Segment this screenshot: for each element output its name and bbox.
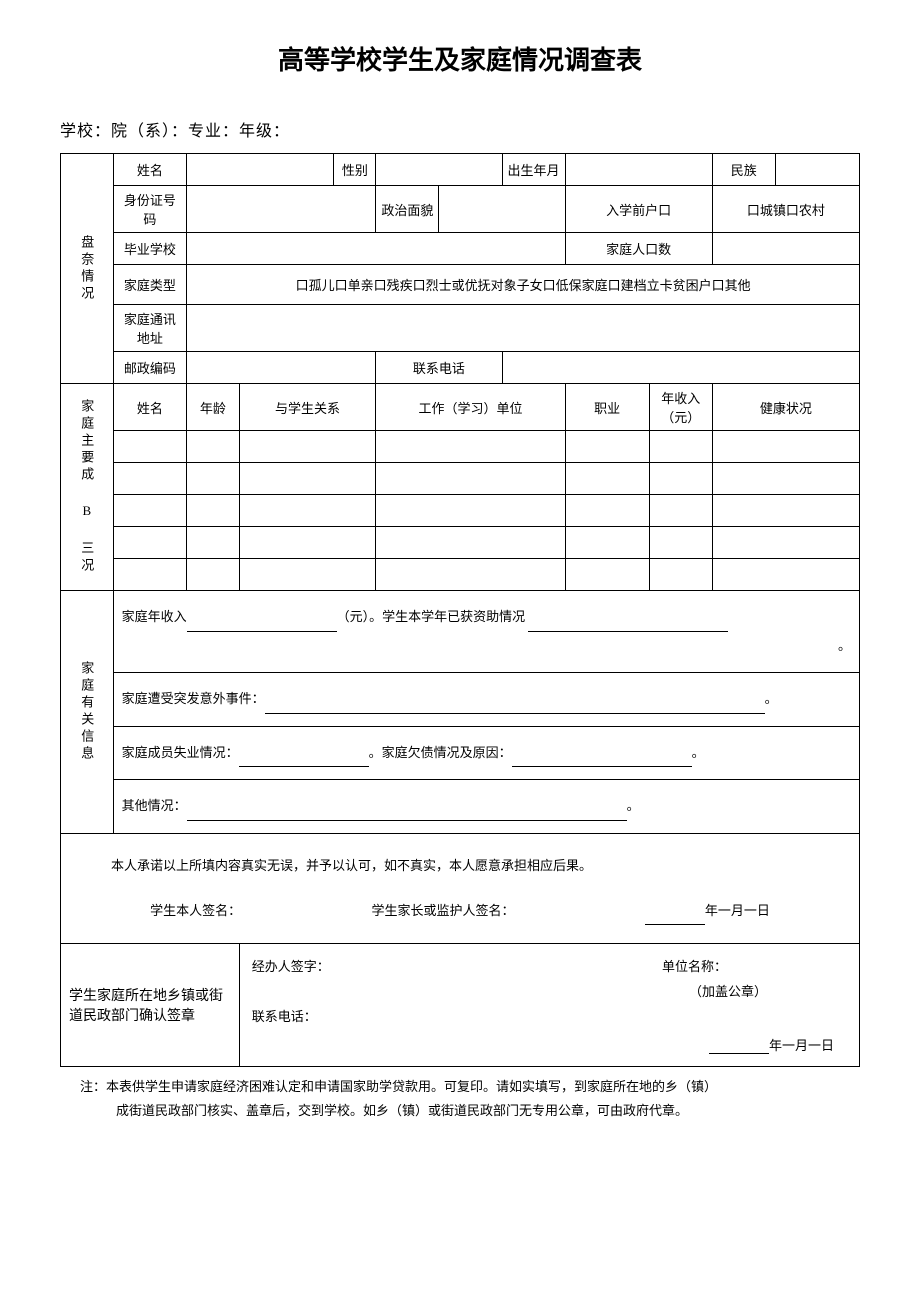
field-family-count[interactable]: [712, 233, 859, 265]
member-age[interactable]: [187, 431, 240, 463]
header-line: 学校：院（系）：专业：年级：: [60, 117, 860, 141]
field-name[interactable]: [187, 154, 334, 186]
member-age[interactable]: [187, 559, 240, 591]
member-job[interactable]: [565, 431, 649, 463]
form-table: 盘奈情况 姓名 性别 出生年月 民族 身份证号码 政治面貌 入学前户口 口城镇口…: [60, 153, 860, 1067]
field-ethnic[interactable]: [775, 154, 859, 186]
info-other: 其他情况：。: [113, 780, 859, 834]
member-job[interactable]: [565, 495, 649, 527]
member-health[interactable]: [712, 559, 859, 591]
field-family-type: 口孤儿口单亲口残疾口烈士或优抚对象子女口低保家庭口建档立卡贫困户口其他: [187, 265, 860, 305]
field-hukou: 口城镇口农村: [712, 186, 859, 233]
field-gender[interactable]: [376, 154, 502, 186]
member-relation[interactable]: [239, 527, 376, 559]
label-phone: 联系电话: [376, 352, 502, 384]
member-name[interactable]: [113, 431, 187, 463]
col-name: 姓名: [113, 384, 187, 431]
field-school[interactable]: [187, 233, 565, 265]
label-school: 毕业学校: [113, 233, 187, 265]
member-name[interactable]: [113, 527, 187, 559]
member-income[interactable]: [649, 463, 712, 495]
member-relation[interactable]: [239, 463, 376, 495]
member-job[interactable]: [565, 559, 649, 591]
label-family-count: 家庭人口数: [565, 233, 712, 265]
label-id: 身份证号码: [113, 186, 187, 233]
member-income[interactable]: [649, 431, 712, 463]
member-name[interactable]: [113, 495, 187, 527]
label-gender: 性别: [334, 154, 376, 186]
member-income[interactable]: [649, 527, 712, 559]
member-unit[interactable]: [376, 559, 565, 591]
label-addr: 家庭通讯地址: [113, 305, 187, 352]
member-relation[interactable]: [239, 559, 376, 591]
dept-label: 学生家庭所在地乡镇或街道民政部门确认签章: [61, 944, 240, 1067]
section3-label: 家庭有关信息: [61, 591, 114, 834]
label-hukou: 入学前户口: [565, 186, 712, 233]
member-health[interactable]: [712, 463, 859, 495]
note: 注：本表供学生申请家庭经济困难认定和申请国家助学贷款用。可复印。请如实填写，到家…: [60, 1075, 860, 1122]
member-relation[interactable]: [239, 495, 376, 527]
col-health: 健康状况: [712, 384, 859, 431]
col-income: 年收入（元）: [649, 384, 712, 431]
member-age[interactable]: [187, 495, 240, 527]
dept-content: 经办人签字： 单位名称： （加盖公章） 联系电话： 年一月一日: [239, 944, 859, 1067]
section1-label: 盘奈情况: [61, 154, 114, 384]
member-name[interactable]: [113, 463, 187, 495]
info-accident: 家庭遭受突发意外事件：。: [113, 673, 859, 727]
member-unit[interactable]: [376, 495, 565, 527]
section2-label: 家庭主要成 B 三况: [61, 384, 114, 591]
member-unit[interactable]: [376, 527, 565, 559]
member-relation[interactable]: [239, 431, 376, 463]
field-birth[interactable]: [565, 154, 712, 186]
field-postcode[interactable]: [187, 352, 376, 384]
member-health[interactable]: [712, 527, 859, 559]
info-unemployment-debt: 家庭成员失业情况：。家庭欠债情况及原因：。: [113, 726, 859, 780]
member-age[interactable]: [187, 463, 240, 495]
member-health[interactable]: [712, 431, 859, 463]
member-unit[interactable]: [376, 431, 565, 463]
member-name[interactable]: [113, 559, 187, 591]
field-political[interactable]: [439, 186, 565, 233]
member-job[interactable]: [565, 463, 649, 495]
guardian-sign: 学生家长或监护人签名：: [371, 897, 514, 926]
col-job: 职业: [565, 384, 649, 431]
member-income[interactable]: [649, 495, 712, 527]
field-id[interactable]: [187, 186, 376, 233]
decl-date: 年一月一日: [645, 897, 770, 926]
member-job[interactable]: [565, 527, 649, 559]
declaration-cell: 本人承诺以上所填内容真实无误，并予以认可，如不真实，本人愿意承担相应后果。 学生…: [61, 833, 860, 943]
col-unit: 工作（学习）单位: [376, 384, 565, 431]
col-relation: 与学生关系: [239, 384, 376, 431]
label-postcode: 邮政编码: [113, 352, 187, 384]
col-age: 年龄: [187, 384, 240, 431]
student-sign: 学生本人签名：: [150, 897, 241, 926]
member-age[interactable]: [187, 527, 240, 559]
label-family-type: 家庭类型: [113, 265, 187, 305]
label-birth: 出生年月: [502, 154, 565, 186]
label-ethnic: 民族: [712, 154, 775, 186]
member-income[interactable]: [649, 559, 712, 591]
label-name: 姓名: [113, 154, 187, 186]
label-political: 政治面貌: [376, 186, 439, 233]
info-income: 家庭年收入（元）。学生本学年已获资助情况 。: [113, 591, 859, 673]
member-unit[interactable]: [376, 463, 565, 495]
member-health[interactable]: [712, 495, 859, 527]
field-phone[interactable]: [502, 352, 859, 384]
page-title: 高等学校学生及家庭情况调查表: [60, 40, 860, 77]
field-addr[interactable]: [187, 305, 860, 352]
